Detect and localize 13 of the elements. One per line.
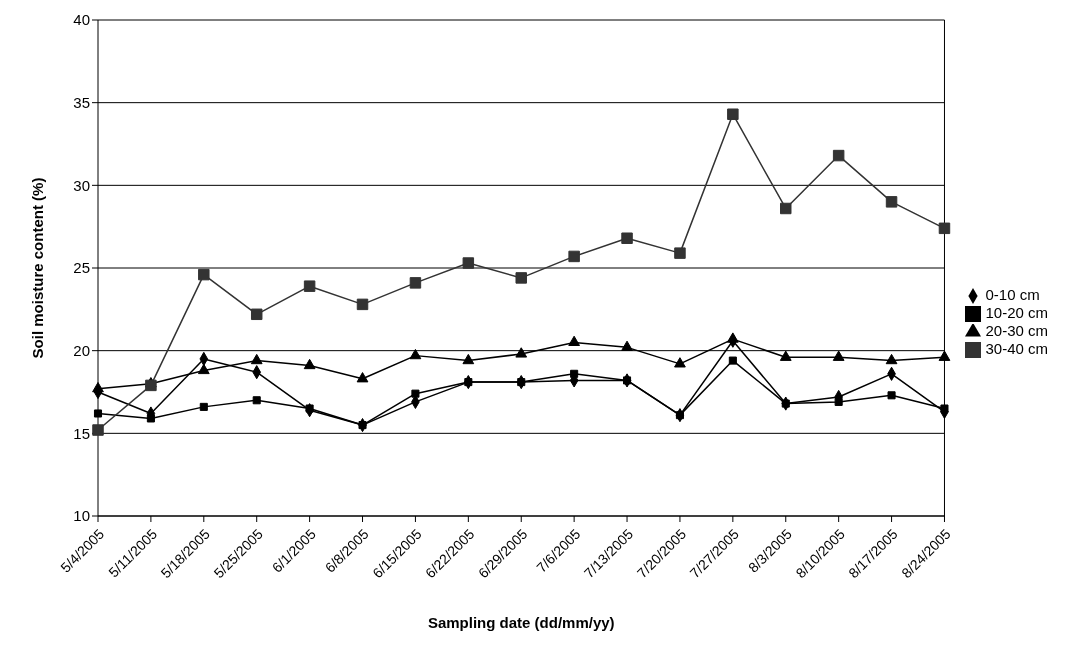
legend-label: 30-40 cm: [985, 340, 1048, 358]
legend-label: 10-20 cm: [985, 303, 1048, 321]
legend-label: 20-30 cm: [985, 322, 1048, 339]
y-tick-label: 35: [73, 93, 90, 111]
y-axis-title: Soil moisture content (%): [29, 177, 47, 359]
y-tick-label: 15: [73, 424, 90, 442]
legend-label: 0-10 cm: [985, 285, 1040, 303]
x-axis-title: Sampling date (dd/mm/yy): [427, 614, 615, 631]
y-tick-label: 30: [73, 176, 90, 194]
y-tick-label: 40: [73, 11, 90, 29]
y-tick-label: 10: [73, 507, 90, 525]
y-tick-label: 25: [73, 259, 90, 277]
y-tick-label: 20: [73, 341, 90, 359]
